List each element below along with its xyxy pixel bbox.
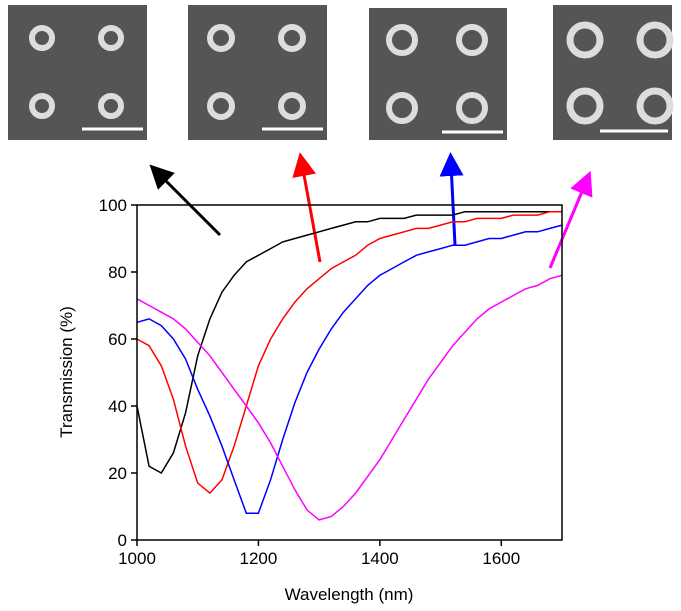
y-tick-label: 100 [99, 196, 127, 215]
series-line [137, 212, 562, 473]
y-axis-label: Transmission (%) [57, 306, 76, 438]
x-tick-label: 1200 [240, 549, 278, 568]
series-line [137, 212, 562, 493]
series-line [137, 225, 562, 513]
sem-images [8, 5, 672, 140]
arrows [158, 164, 586, 268]
y-tick-label: 80 [108, 263, 127, 282]
x-tick-label: 1400 [361, 549, 399, 568]
y-tick-label: 20 [108, 464, 127, 483]
x-tick-label: 1600 [482, 549, 520, 568]
figure: Wavelength (nm) Transmission (%) 0 20 40 60… [0, 0, 681, 611]
plot-frame [137, 205, 562, 540]
x-tick-label: 1000 [118, 549, 156, 568]
y-tick-label: 40 [108, 397, 127, 416]
y-tick-label: 0 [118, 531, 127, 550]
y-tick-label: 60 [108, 330, 127, 349]
x-axis-label: Wavelength (nm) [285, 585, 414, 604]
